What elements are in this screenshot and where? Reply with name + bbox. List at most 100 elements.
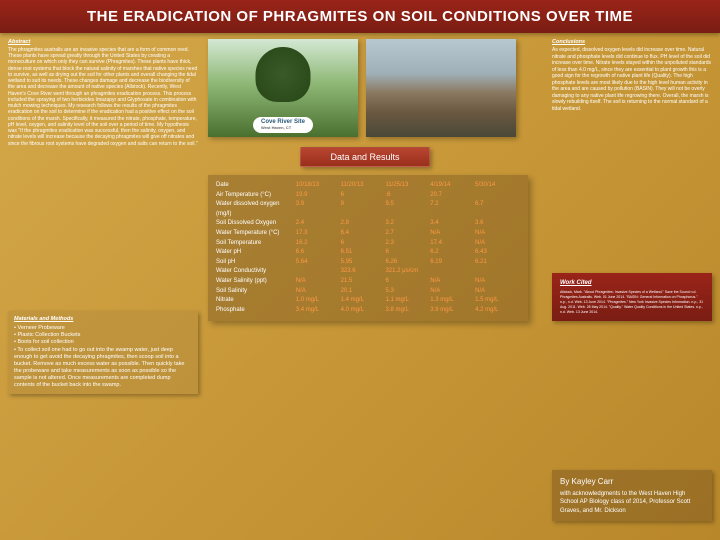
marsh-photo [366,39,516,137]
row-value: 1.3 mg/L [430,296,475,306]
row-value: 5.3 [385,287,430,297]
table-row: Air Temperature (°C)19.96.620.7 [216,191,520,201]
materials-item: • Verneer Probeware [14,325,192,332]
row-value: 1.4 mg/L [341,296,386,306]
row-value: 6.19 [430,258,475,268]
row-value: 11/20/13 [341,181,386,191]
row-value: 6.51 [341,248,386,258]
row-value: 17.3 [296,229,341,239]
row-label: Water pH [216,248,296,258]
poster-root: THE ERADICATION OF PHRAGMITES ON SOIL CO… [0,0,720,540]
row-value: 7.2 [430,200,475,219]
row-label: Water Temperature (°C) [216,229,296,239]
row-label: Water Conductivity [216,267,296,277]
row-value: N/A [475,239,520,249]
row-value: 11/25/13 [385,181,430,191]
table-row: Soil SalinityN/A20.15.3N/AN/A [216,287,520,297]
row-value: 6 [341,239,386,249]
author-ack: with acknowledgments to the West Haven H… [560,490,704,515]
row-value: 6.26 [385,258,430,268]
row-value: N/A [430,229,475,239]
row-value: 6.43 [475,248,520,258]
row-value: 3.4 mg/L [296,306,341,316]
row-value: 6.6 [296,248,341,258]
row-label: Soil Salinity [216,287,296,297]
row-value: 20.1 [341,287,386,297]
data-results-heading: Data and Results [300,147,430,167]
table-row: Water Conductivity323.6321.2 μs/cm [216,267,520,277]
cove-river-label: Cove River Site West Haven, CT [253,117,313,133]
row-value: N/A [475,277,520,287]
row-value: 21.5 [341,277,386,287]
row-label: Soil Dissolved Oxygen [216,219,296,229]
image-row: Cove River Site West Haven, CT [208,39,516,137]
row-value: 19.9 [296,191,341,201]
row-value: 3.9 mg/L [430,306,475,316]
row-label: Soil Temperature [216,239,296,249]
table-row: Water Temperature (°C)17.36.42.7N/AN/A [216,229,520,239]
row-value: 2.3 [385,239,430,249]
row-value: 323.6 [341,267,386,277]
abstract-heading: Abstract [8,39,198,46]
row-value: 16.2 [296,239,341,249]
materials-item: • To collect soil one had to go out into… [14,347,192,390]
author-section: By Kayley Carr with acknowledgments to t… [552,470,712,521]
row-value: 10/18/13 [296,181,341,191]
row-value: 2.7 [385,229,430,239]
row-value: 17.4 [430,239,475,249]
row-value: N/A [430,277,475,287]
row-value: 5.64 [296,258,341,268]
row-label: Water dissolved oxygen (mg/l) [216,200,296,219]
row-value: 2.8 [341,219,386,229]
row-value: 3.9 [296,200,341,219]
table-row: Phosphate3.4 mg/L4.0 mg/L3.8 mg/L3.9 mg/… [216,306,520,316]
materials-section: Materials and Methods • Verneer Probewar… [8,311,198,394]
poster-content: Abstract The phragmites australis are an… [0,33,720,537]
row-value: N/A [475,229,520,239]
row-value: 3.6 [475,219,520,229]
conclusions-body: As expected, dissolved oxygen levels did… [552,47,711,112]
row-value: 5.95 [341,258,386,268]
work-cited-heading: Work Cited [560,279,704,287]
materials-list: • Verneer Probeware• Plastic Collection … [14,325,192,389]
row-value: N/A [475,287,520,297]
row-value: 5/30/14 [475,181,520,191]
table-header-row: Date10/18/1311/20/1311/25/134/19/145/30/… [216,181,520,191]
row-value: 3.4 [430,219,475,229]
abstract-body: The phragmites australis are an invasive… [8,47,198,147]
row-value: .6 [385,191,430,201]
row-value: 6.7 [475,200,520,219]
row-value: 6.2 [430,248,475,258]
row-value: 2.4 [296,219,341,229]
row-value: 4/19/14 [430,181,475,191]
row-value: 1.0 mg/L [296,296,341,306]
row-value: 3.8 mg/L [385,306,430,316]
conclusions-heading: Conclusions [552,39,712,46]
row-value: N/A [296,287,341,297]
row-value: 3.2 [385,219,430,229]
row-value: 6.21 [475,258,520,268]
cove-river-logo: Cove River Site West Haven, CT [208,39,358,137]
row-value: 4.2 mg/L [475,306,520,316]
row-value: 4.0 mg/L [341,306,386,316]
row-value [430,267,475,277]
row-value [296,267,341,277]
row-value: 6 [385,248,430,258]
row-value: 9 [341,200,386,219]
materials-item: • Boots for soil collection [14,339,192,346]
work-cited-body: Allstock, Mark. "About Phragmites: Invas… [560,290,703,314]
materials-heading: Materials and Methods [14,316,192,323]
data-table: Date10/18/1311/20/1311/25/134/19/145/30/… [208,175,528,321]
materials-item: • Plastic Collection Buckets [14,332,192,339]
row-value: N/A [430,287,475,297]
row-value: 9.5 [385,200,430,219]
abstract-section: Abstract The phragmites australis are an… [8,39,198,147]
row-value [475,267,520,277]
table-row: Water Salinity (ppt)N/A21.56N/AN/A [216,277,520,287]
work-cited-section: Work Cited Allstock, Mark. "About Phragm… [552,273,712,321]
poster-title: THE ERADICATION OF PHRAGMITES ON SOIL CO… [0,0,720,33]
row-value: 1.5 mg/L [475,296,520,306]
table-row: Water dissolved oxygen (mg/l)3.999.57.26… [216,200,520,219]
row-value: N/A [296,277,341,287]
row-value: 6 [385,277,430,287]
